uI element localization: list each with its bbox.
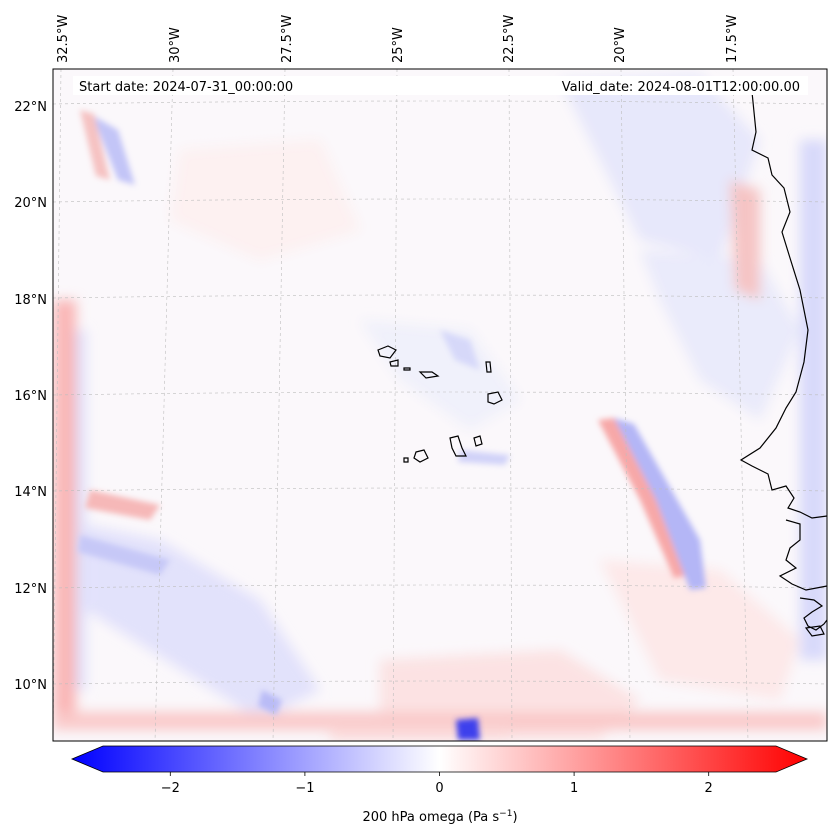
gambia-coast [778,519,828,591]
brava-island [403,457,409,463]
parallel-20n [52,198,828,203]
colorbar-body [70,745,809,773]
lon-label: 32.5°W [56,15,71,63]
santo-antao-island [377,345,397,359]
sal-island [485,361,492,373]
maio-island [473,435,483,447]
colorbar-label-exponent: −1 [499,809,512,819]
colorbar: −2 −1 0 1 2 200 hPa omega (Pa s−1) [70,745,809,825]
meridian-32-5w [52,68,62,742]
sao-nicolau-island [418,371,440,379]
colorbar-tick-label: 2 [705,781,713,796]
sao-vicente-island [389,359,399,367]
colorbar-ticks: −2 −1 0 1 2 [161,772,713,796]
meridian-27-5w [272,68,286,742]
meridian-30w [154,68,174,742]
parallel-10n [52,680,828,685]
boa-vista-island [487,391,503,405]
graticule [52,68,828,742]
colorbar-label-close: ) [512,810,517,825]
parallel-16n [52,391,828,396]
santa-luzia-island [403,367,411,371]
colorbar-label-text: 200 hPa omega (Pa s [362,810,499,825]
santiago-island [449,435,467,457]
meridian-25w [392,68,398,742]
coastlines [377,91,828,637]
latitude-labels: 22°N 20°N 18°N 16°N 14°N 12°N 10°N [14,100,47,693]
date-banner: Start date: 2024-07-31_00:00:00 Valid_da… [73,76,808,95]
meridian-17-5w [732,68,749,742]
lon-label: 25°W [391,27,406,63]
colorbar-tick-label: −1 [295,781,314,796]
omega-shading [53,75,827,740]
longitude-labels: 32.5°W 30°W 27.5°W 25°W 22.5°W 20°W 17.5… [56,15,740,63]
lat-label: 20°N [14,196,47,211]
parallel-18n [52,294,828,299]
valid-date-text: Valid_date: 2024-08-01T12:00:00.00 [562,80,800,95]
start-date-text: Start date: 2024-07-31_00:00:00 [79,80,293,95]
bijagos-island [804,625,825,637]
lon-label: 22.5°W [502,15,517,63]
fogo-island [413,449,429,463]
lon-label: 17.5°W [725,15,740,63]
date-banner-background [73,76,808,95]
guinea-bissau-coast [799,597,828,631]
lat-label: 16°N [14,389,47,404]
lat-label: 22°N [14,100,47,115]
parallel-14n [52,487,828,492]
colorbar-tick-label: 1 [570,781,578,796]
map-panel: Start date: 2024-07-31_00:00:00 Valid_da… [14,15,828,742]
meridian-20w [620,68,631,742]
parallel-12n [52,584,828,589]
meridian-22-5w [508,68,513,742]
colorbar-tick-label: −2 [161,781,180,796]
african-coastline [739,91,828,519]
lon-label: 27.5°W [280,15,295,63]
omega-field [53,75,827,740]
lat-label: 12°N [14,582,47,597]
parallel-22n [52,100,828,105]
colorbar-label: 200 hPa omega (Pa s−1) [362,809,517,825]
lat-label: 14°N [14,485,47,500]
map-frame [52,68,828,742]
lon-label: 20°W [613,27,628,63]
lat-label: 10°N [14,678,47,693]
lat-label: 18°N [14,293,47,308]
omega-bands [78,110,706,740]
lon-label: 30°W [168,27,183,63]
colorbar-tick-label: 0 [435,781,443,796]
